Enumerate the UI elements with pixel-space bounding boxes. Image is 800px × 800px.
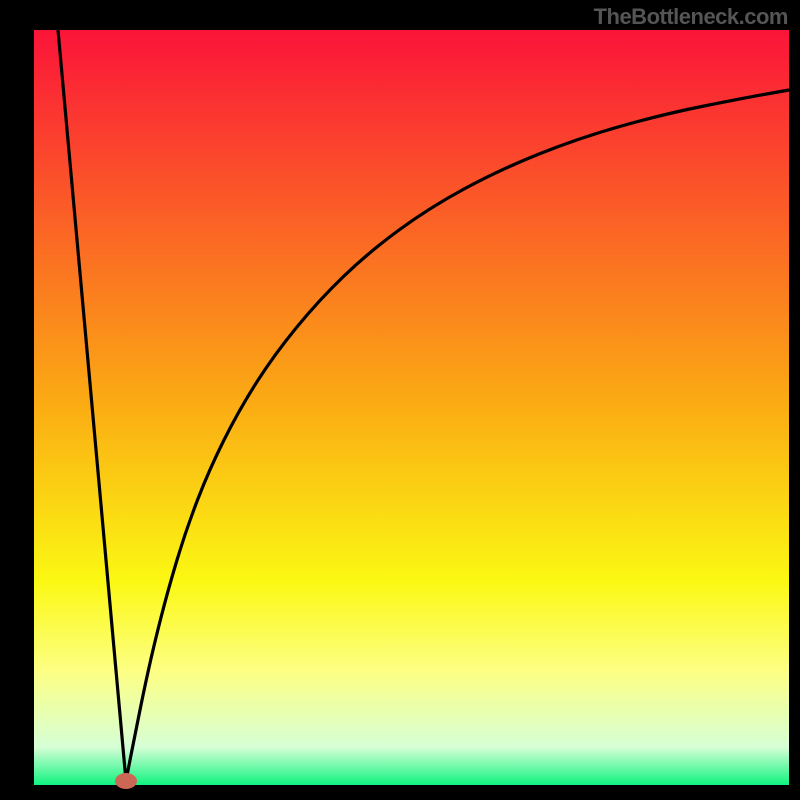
watermark-text: TheBottleneck.com bbox=[594, 4, 788, 30]
curve-svg bbox=[34, 30, 789, 785]
minimum-marker bbox=[115, 773, 137, 789]
curve-left-branch bbox=[58, 30, 126, 781]
plot-area bbox=[34, 30, 789, 785]
curve-right-branch bbox=[126, 90, 789, 781]
chart-container: TheBottleneck.com bbox=[0, 0, 800, 800]
